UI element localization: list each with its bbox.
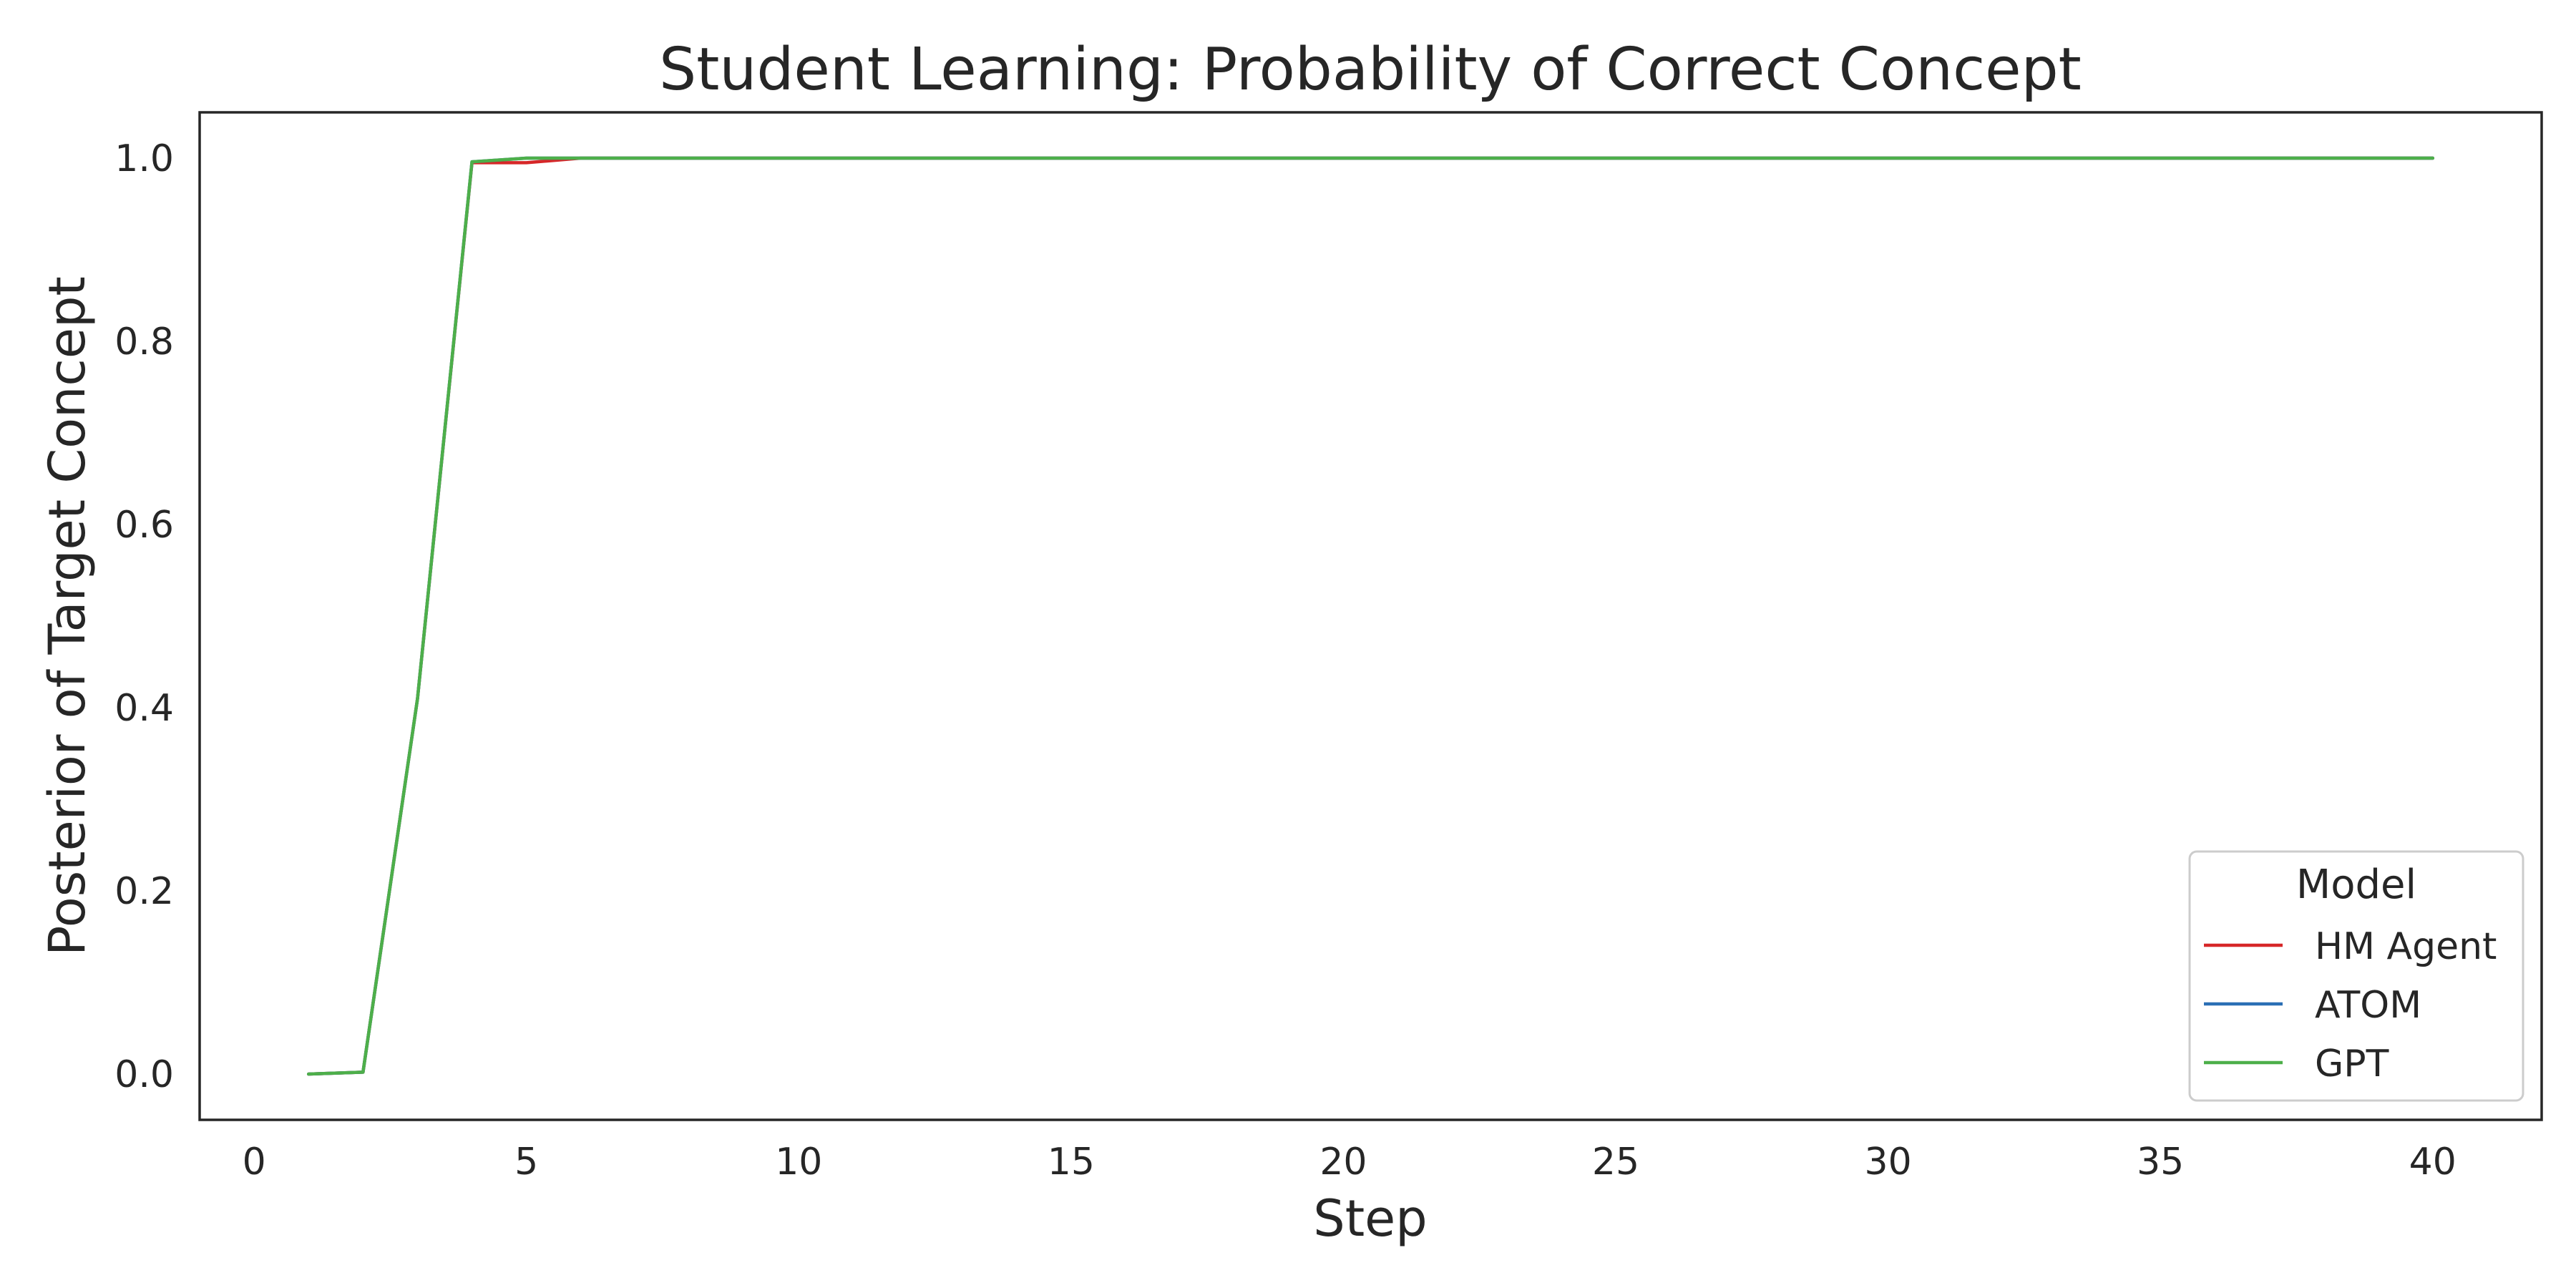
plot-area: [198, 111, 2543, 1121]
y-tick-label: 0.2: [114, 870, 174, 913]
x-tick-label: 10: [775, 1141, 822, 1184]
axes-frame: [198, 111, 2543, 1121]
y-axis-ticks: 0.0 0.2 0.4 0.6 0.8 1.0: [114, 137, 174, 1096]
x-tick-label: 20: [1319, 1141, 1367, 1184]
y-tick-label: 0.6: [114, 504, 174, 547]
x-axis-label: Step: [1313, 1189, 1427, 1248]
legend-box: [2188, 850, 2524, 1102]
y-tick-label: 1.0: [114, 137, 174, 180]
legend: Model HM Agent ATOM GPT: [2188, 850, 2524, 1102]
x-tick-label: 30: [1865, 1141, 1912, 1184]
legend-title: Model: [2296, 862, 2416, 908]
legend-label: ATOM: [2315, 984, 2421, 1027]
x-tick-label: 5: [514, 1141, 538, 1184]
legend-label: HM Agent: [2315, 925, 2497, 968]
legend-entries: HM Agent ATOM GPT: [2204, 925, 2497, 1085]
legend-entry-gpt: GPT: [2204, 1043, 2389, 1085]
x-tick-label: 15: [1048, 1141, 1095, 1184]
y-axis-label: Posterior of Target Concept: [38, 276, 97, 956]
y-tick-label: 0.0: [114, 1053, 174, 1096]
legend-label: GPT: [2315, 1043, 2389, 1085]
y-tick-label: 0.8: [114, 321, 174, 364]
series-line-gpt: [306, 156, 2435, 1076]
x-tick-label: 35: [2137, 1141, 2184, 1184]
legend-entry-atom: ATOM: [2204, 984, 2421, 1027]
chart-title: Student Learning: Probability of Correct…: [659, 36, 2082, 104]
series-layer: [306, 156, 2435, 1076]
x-tick-label: 0: [243, 1141, 266, 1184]
x-tick-label: 25: [1592, 1141, 1639, 1184]
y-tick-label: 0.4: [114, 687, 174, 730]
x-axis-ticks: 0 5 10 15 20 25 30 35 40: [243, 1141, 2457, 1184]
x-tick-label: 40: [2409, 1141, 2457, 1184]
legend-entry-hm-agent: HM Agent: [2204, 925, 2497, 968]
